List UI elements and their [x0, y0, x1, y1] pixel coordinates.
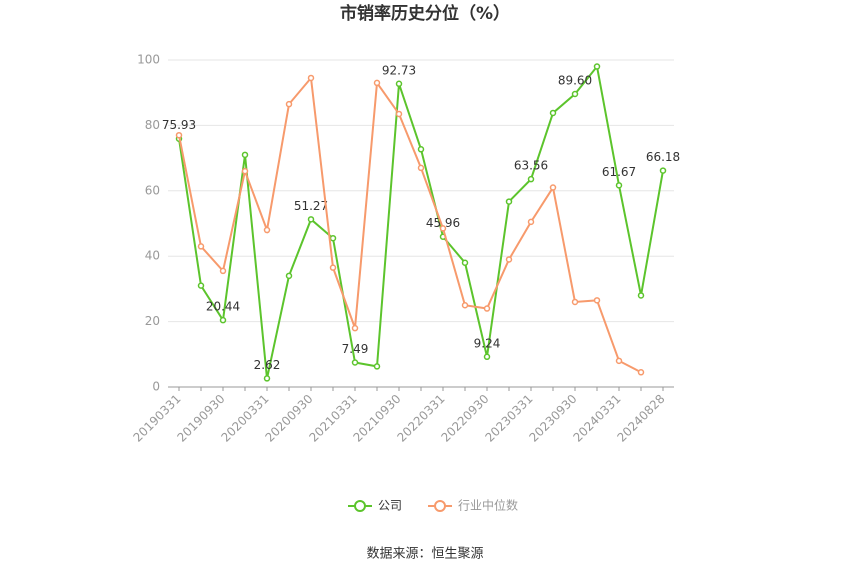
point [197, 243, 205, 250]
point [571, 298, 579, 306]
point [175, 131, 183, 139]
point [373, 79, 381, 87]
data-label: 20.44 [206, 300, 240, 314]
point [505, 198, 513, 205]
y-tick-label: 40 [145, 249, 160, 263]
point [263, 226, 271, 234]
point [219, 267, 227, 275]
point [285, 100, 293, 108]
point [461, 302, 469, 309]
point [351, 324, 359, 332]
point [527, 175, 535, 183]
data-label: 9.24 [474, 336, 501, 350]
point [571, 90, 579, 98]
point [373, 363, 381, 370]
legend-marker [354, 500, 366, 512]
point [329, 264, 337, 271]
point [285, 272, 293, 280]
point [615, 182, 623, 189]
data-label: 92.73 [382, 63, 416, 77]
point [197, 282, 205, 289]
y-tick-label: 60 [145, 183, 160, 197]
point [637, 292, 645, 299]
series-line [178, 75, 642, 374]
point [351, 359, 359, 366]
point [395, 110, 403, 118]
point [483, 353, 491, 361]
point [263, 375, 271, 382]
point [659, 167, 667, 174]
point [549, 184, 557, 191]
series-line [178, 64, 664, 379]
data-label: 61.67 [602, 165, 636, 179]
data-label: 45.96 [426, 216, 460, 230]
point [395, 80, 403, 88]
point [461, 259, 469, 266]
point [307, 74, 315, 82]
point [549, 109, 557, 117]
point [637, 369, 645, 376]
point [241, 167, 249, 175]
point [307, 216, 315, 223]
legend-marker [434, 500, 447, 512]
point [417, 146, 425, 153]
y-tick-label: 100 [137, 53, 160, 67]
data-label: 75.93 [162, 118, 196, 132]
chart-title: 市销率历史分位（%） [340, 3, 510, 24]
point [219, 316, 227, 324]
legend-label: 行业中位数 [458, 498, 518, 513]
data-label: 89.60 [558, 74, 592, 88]
point [329, 234, 337, 242]
y-tick-label: 20 [145, 314, 160, 328]
source: 数据来源：恒生聚源 [366, 547, 483, 562]
point [505, 256, 513, 263]
data-label: 7.49 [342, 342, 369, 356]
point [615, 357, 623, 365]
point [593, 63, 601, 70]
legend-label: 公司 [378, 499, 402, 513]
point [593, 297, 601, 304]
point [527, 218, 535, 226]
point [241, 151, 249, 159]
data-label: 66.18 [646, 150, 680, 164]
point [439, 225, 447, 232]
y-tick-label: 80 [145, 118, 160, 132]
data-label: 51.27 [294, 199, 328, 213]
point [483, 305, 491, 312]
data-label: 2.62 [254, 358, 281, 372]
x-tick-label: 20240828 [615, 392, 668, 445]
y-tick-label: 0 [152, 380, 160, 394]
data-label: 63.56 [514, 159, 548, 173]
point [417, 164, 425, 172]
